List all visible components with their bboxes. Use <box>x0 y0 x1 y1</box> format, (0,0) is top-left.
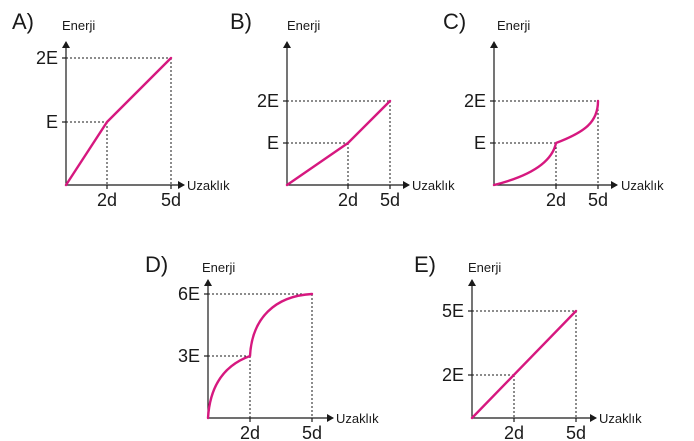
option-d-tick-6e: 6E <box>178 284 200 304</box>
option-d-energy-curve <box>206 292 314 420</box>
option-a-tick-5d: 5d <box>161 190 181 210</box>
option-a-letter: A) <box>12 9 34 34</box>
option-b-energy-curve <box>285 99 392 187</box>
option-e-graph: E) Enerji Uzaklık 5E 2E 2d 5d <box>414 252 642 441</box>
option-d-x-axis-title: Uzaklık <box>336 411 379 426</box>
option-a-tick-2e: 2E <box>36 48 58 68</box>
option-c-tick-e: E <box>474 133 486 153</box>
option-b-x-axis-title: Uzaklık <box>412 178 455 193</box>
option-e-tick-5d: 5d <box>566 423 586 441</box>
option-c-x-axis-title: Uzaklık <box>621 178 664 193</box>
option-e-energy-curve <box>470 309 578 420</box>
option-c-tick-2d: 2d <box>546 190 566 210</box>
option-a-y-axis-title: Enerji <box>62 18 95 33</box>
option-b-tick-e: E <box>267 133 279 153</box>
option-b-tick-5d: 5d <box>380 190 400 210</box>
option-c-energy-curve <box>492 99 600 187</box>
option-d-tick-5d: 5d <box>302 423 322 441</box>
option-b-y-axis-title: Enerji <box>287 18 320 33</box>
option-b-graph: B) Enerji Uzaklık 2E E 2d 5d <box>230 9 455 210</box>
option-d-tick-3e: 3E <box>178 346 200 366</box>
option-c-graph: C) Enerji Uzaklık 2E E 2d 5d <box>443 9 664 210</box>
option-a-graph: A) Enerji Uzaklık 2E E 2d 5d <box>12 9 230 210</box>
option-d-letter: D) <box>145 252 168 277</box>
option-e-x-axis-title: Uzaklık <box>599 411 642 426</box>
option-e-tick-2d: 2d <box>504 423 524 441</box>
option-c-y-axis-title: Enerji <box>497 18 530 33</box>
option-a-x-axis-title: Uzaklık <box>187 178 230 193</box>
option-a-tick-e: E <box>46 112 58 132</box>
option-c-tick-2e: 2E <box>464 91 486 111</box>
option-b-letter: B) <box>230 9 252 34</box>
option-e-tick-5e: 5E <box>442 301 464 321</box>
option-e-letter: E) <box>414 252 436 277</box>
option-d-y-axis-title: Enerji <box>202 260 235 275</box>
option-d-tick-2d: 2d <box>240 423 260 441</box>
option-a-energy-curve <box>64 56 173 187</box>
option-e-y-axis-title: Enerji <box>468 260 501 275</box>
option-b-tick-2d: 2d <box>338 190 358 210</box>
option-d-graph: D) Enerji Uzaklık 6E 3E 2d 5d <box>145 252 379 441</box>
option-a-tick-2d: 2d <box>97 190 117 210</box>
option-c-tick-5d: 5d <box>588 190 608 210</box>
option-c-letter: C) <box>443 9 466 34</box>
option-e-tick-2e: 2E <box>442 365 464 385</box>
option-b-tick-2e: 2E <box>257 91 279 111</box>
